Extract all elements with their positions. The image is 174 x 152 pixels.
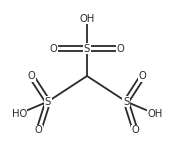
Text: OH: OH bbox=[147, 109, 162, 119]
Text: O: O bbox=[35, 125, 43, 135]
Text: O: O bbox=[131, 125, 139, 135]
Text: O: O bbox=[139, 71, 147, 81]
Text: HO: HO bbox=[12, 109, 27, 119]
Text: OH: OH bbox=[79, 14, 95, 24]
Text: O: O bbox=[50, 44, 58, 54]
Text: S: S bbox=[123, 97, 129, 107]
Text: S: S bbox=[45, 97, 51, 107]
Text: O: O bbox=[116, 44, 124, 54]
Text: O: O bbox=[27, 71, 35, 81]
Text: S: S bbox=[84, 44, 90, 54]
